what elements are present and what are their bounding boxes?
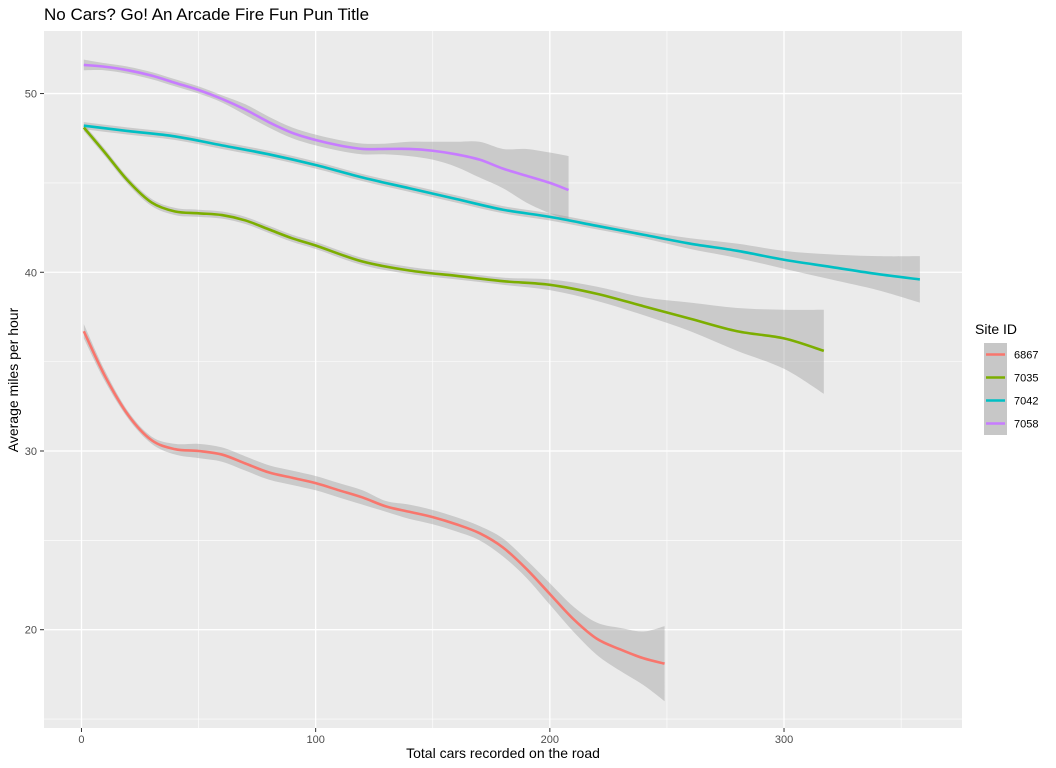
- y-axis-ticks: 20 30 40 50: [25, 89, 44, 637]
- legend-title: Site ID: [975, 321, 1017, 337]
- confidence-band-7042: [83, 122, 920, 303]
- confidence-bands: [83, 59, 920, 702]
- x-tick-label: 0: [78, 734, 84, 746]
- chart-title: No Cars? Go! An Arcade Fire Fun Pun Titl…: [44, 5, 369, 24]
- series-line-7035: [82, 126, 825, 353]
- series-line-6867: [82, 330, 665, 665]
- y-axis-title: Average miles per hour: [5, 307, 21, 452]
- x-axis-ticks: 0 100 200 300: [78, 728, 793, 746]
- legend-label: 7042: [1014, 396, 1038, 408]
- series-lines: [82, 63, 921, 665]
- x-tick-label: 200: [541, 734, 559, 746]
- legend: Site ID 6867 7035 7042 7058: [975, 321, 1038, 435]
- minor-gridlines: [44, 31, 962, 728]
- y-tick-label: 20: [25, 625, 37, 637]
- legend-label: 7058: [1014, 419, 1038, 431]
- series-line-7042: [83, 124, 921, 281]
- legend-label: 6867: [1014, 350, 1038, 362]
- x-tick-label: 100: [306, 734, 324, 746]
- plot-panel: [44, 31, 962, 728]
- y-tick-label: 50: [25, 89, 37, 101]
- confidence-band-7058: [83, 59, 569, 221]
- y-tick-label: 40: [25, 267, 37, 279]
- x-axis-title: Total cars recorded on the road: [406, 745, 600, 761]
- y-tick-label: 30: [25, 446, 37, 458]
- legend-label: 7035: [1014, 373, 1038, 385]
- x-tick-label: 300: [775, 734, 793, 746]
- major-gridlines: [44, 31, 962, 728]
- series-line-7058: [83, 63, 570, 192]
